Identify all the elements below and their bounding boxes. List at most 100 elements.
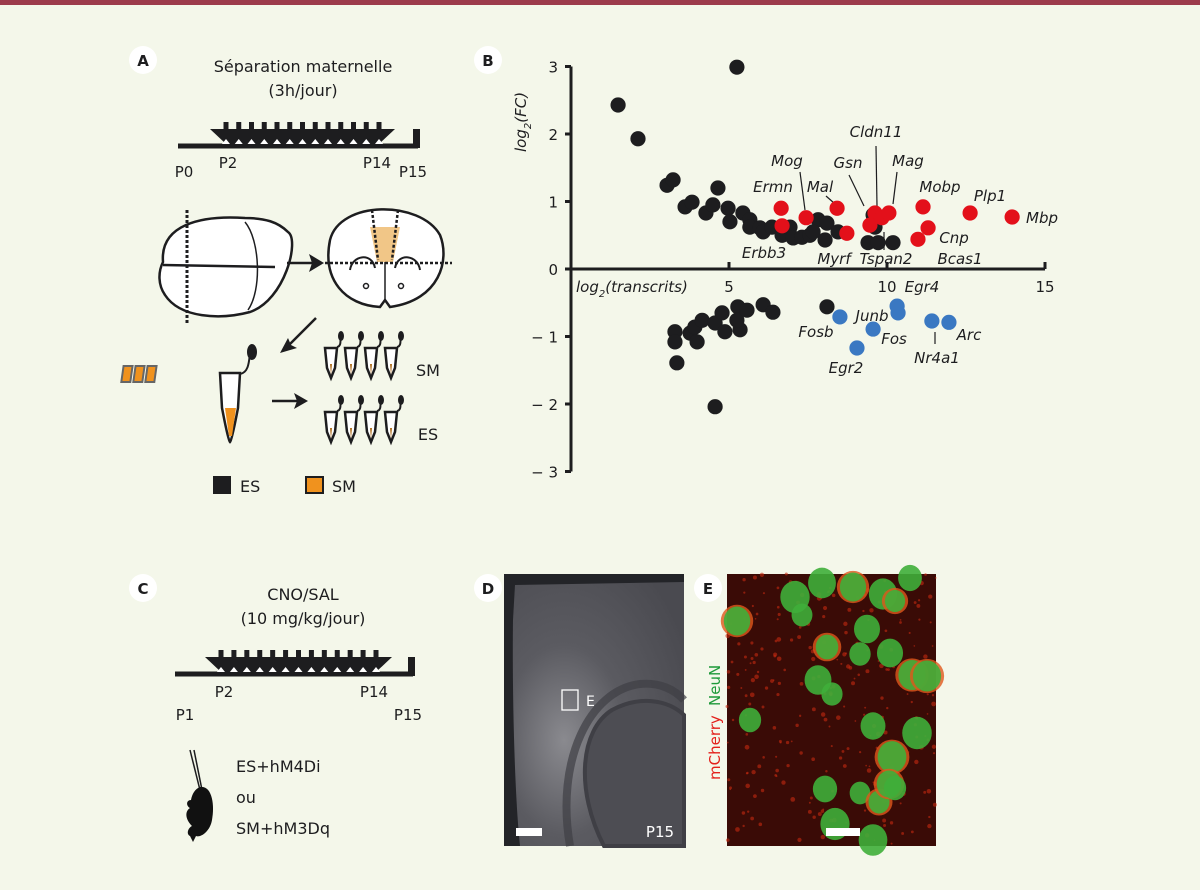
- neun-cell: [912, 660, 942, 692]
- gene-label-egr2: Egr2: [829, 359, 864, 377]
- mcherry-puncta: [865, 669, 870, 674]
- timeline-start-label: P1: [176, 706, 195, 724]
- mcherry-puncta: [776, 692, 780, 697]
- daily-tick: [249, 122, 254, 130]
- data-point-other: [805, 224, 821, 240]
- treatment-period: [205, 657, 392, 672]
- mcherry-puncta: [754, 652, 759, 657]
- tissue-punches-icon: [120, 365, 158, 383]
- mcherry-puncta: [761, 705, 765, 709]
- data-point-other: [729, 59, 745, 75]
- tube-sample: [350, 364, 352, 375]
- daily-notch: [307, 667, 316, 672]
- mcherry-puncta: [776, 605, 780, 609]
- mcherry-puncta: [929, 621, 932, 624]
- mcherry-puncta: [786, 763, 790, 768]
- mcherry-puncta: [808, 801, 811, 804]
- leader-line: [875, 145, 878, 207]
- gene-label-erbb3: Erbb3: [742, 244, 786, 262]
- mouse-pup-icon: [186, 749, 214, 842]
- panel-c-subtitle: (10 mg/kg/jour): [241, 609, 366, 628]
- gene-label-mag: Mag: [892, 152, 924, 170]
- daily-tick: [308, 650, 314, 658]
- mcherry-puncta: [887, 668, 890, 672]
- panel-label-e: E: [703, 580, 713, 598]
- daily-tick: [300, 122, 305, 130]
- mcherry-puncta: [776, 586, 780, 590]
- mcherry-puncta: [825, 769, 828, 773]
- mcherry-puncta: [790, 797, 796, 802]
- mcherry-puncta: [743, 655, 747, 659]
- endpoint-marker: [408, 657, 415, 676]
- mcherry-puncta: [853, 677, 856, 680]
- mcherry-puncta: [776, 656, 782, 662]
- endpoint-marker: [413, 129, 420, 148]
- legend-swatch-sm: [305, 476, 324, 494]
- data-point-other: [694, 312, 710, 328]
- mcherry-puncta: [880, 696, 884, 700]
- daily-notch: [359, 667, 368, 672]
- y-tick-label: 1: [548, 194, 558, 212]
- mcherry-puncta: [776, 618, 779, 621]
- mcherry-puncta: [749, 692, 755, 698]
- brain-dorsal-icon: [158, 210, 294, 325]
- mcherry-puncta: [754, 617, 757, 620]
- neun-cell: [815, 634, 839, 660]
- mcherry-puncta: [811, 656, 816, 662]
- mcherry-puncta: [840, 662, 843, 665]
- mcherry-puncta: [742, 578, 746, 582]
- mcherry-puncta: [746, 771, 749, 775]
- mcherry-puncta: [908, 631, 911, 634]
- y-axis-label: log2(FC): [512, 92, 534, 152]
- data-point-other: [684, 194, 700, 210]
- mcherry-puncta: [854, 720, 857, 722]
- mcherry-puncta: [913, 601, 917, 604]
- mcherry-puncta: [828, 725, 831, 728]
- data-point-down: [849, 340, 865, 356]
- tube-cap: [358, 395, 364, 405]
- timeline-start-label: P0: [175, 163, 194, 181]
- mcherry-puncta: [773, 654, 777, 658]
- gene-label-fos: Fos: [881, 330, 907, 348]
- mcherry-puncta: [750, 678, 756, 683]
- daily-tick: [360, 650, 366, 658]
- mcherry-puncta: [726, 685, 731, 690]
- mcherry-puncta: [762, 756, 765, 759]
- data-point-other: [710, 180, 726, 196]
- mcherry-puncta: [747, 810, 750, 813]
- timeline-end-label: P15: [394, 706, 422, 724]
- gene-label-junb: Junb: [853, 307, 889, 325]
- gene-label-egr4: Egr4: [905, 278, 940, 296]
- mcherry-puncta: [822, 605, 828, 611]
- mcherry-puncta: [752, 660, 756, 665]
- mcherry-puncta: [756, 670, 760, 674]
- neun-cell: [884, 589, 906, 613]
- data-point-up: [862, 217, 878, 233]
- mcherry-puncta: [817, 812, 822, 816]
- mcherry-puncta: [864, 706, 867, 709]
- mcherry-puncta: [823, 717, 828, 722]
- mcherry-puncta: [844, 652, 848, 655]
- mcherry-puncta: [846, 664, 851, 669]
- tube-cap: [338, 331, 344, 341]
- mcherry-puncta: [772, 726, 777, 730]
- mcherry-puncta: [743, 591, 746, 594]
- mcherry-puncta: [735, 827, 740, 832]
- gene-label-plp1: Plp1: [974, 187, 1006, 205]
- neun-cell: [858, 824, 888, 856]
- timeline-a: [178, 122, 420, 149]
- mcherry-puncta: [932, 752, 936, 755]
- daily-tick: [296, 650, 301, 658]
- mcherry-puncta: [727, 778, 731, 782]
- neun-cell: [860, 712, 886, 740]
- data-point-other: [739, 302, 755, 318]
- daily-tick: [373, 650, 379, 658]
- mcherry-puncta: [866, 768, 872, 773]
- mcherry-puncta: [889, 821, 894, 825]
- daily-notch: [229, 667, 238, 672]
- mcherry-puncta: [890, 842, 893, 845]
- mcherry-puncta: [760, 647, 764, 651]
- daily-tick: [325, 122, 331, 130]
- mcherry-puncta: [764, 686, 769, 690]
- mcherry-puncta: [736, 672, 740, 676]
